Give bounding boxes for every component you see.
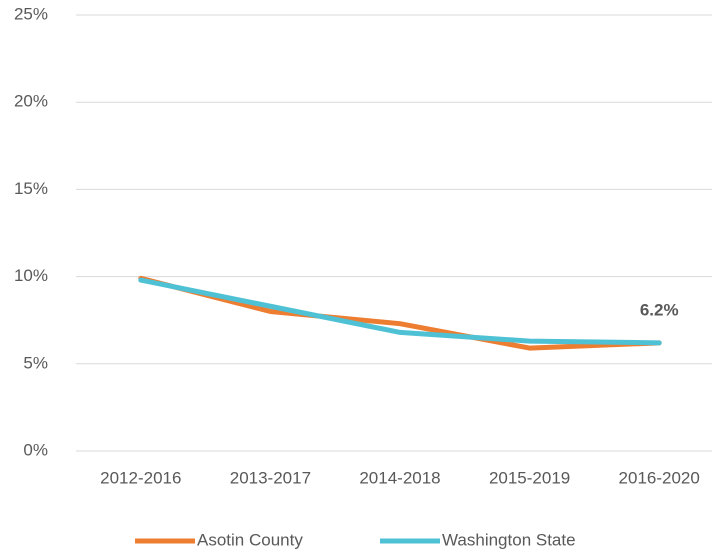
x-tick-label: 2014-2018 <box>359 468 440 487</box>
legend-label: Asotin County <box>197 530 303 549</box>
x-tick-label: 2016-2020 <box>619 468 700 487</box>
legend-label: Washington State <box>442 530 576 549</box>
series-line <box>138 275 662 351</box>
series-line <box>138 277 662 346</box>
y-tick-label: 25% <box>14 4 48 23</box>
x-tick-label: 2015-2019 <box>489 468 570 487</box>
y-tick-label: 5% <box>23 353 48 372</box>
y-tick-label: 15% <box>14 179 48 198</box>
y-tick-label: 20% <box>14 92 48 111</box>
x-tick-label: 2012-2016 <box>100 468 181 487</box>
x-tick-label: 2013-2017 <box>230 468 311 487</box>
data-label: 6.2% <box>640 300 679 319</box>
y-tick-label: 0% <box>23 440 48 459</box>
y-tick-label: 10% <box>14 266 48 285</box>
